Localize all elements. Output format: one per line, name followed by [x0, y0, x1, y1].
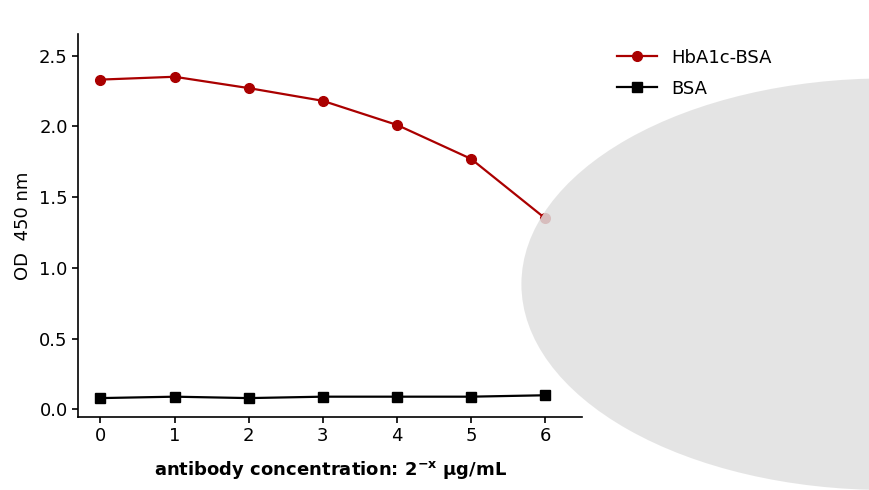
HbA1c-BSA	[540, 216, 550, 221]
BSA	[243, 395, 254, 401]
BSA	[540, 392, 550, 398]
BSA	[96, 395, 106, 401]
HbA1c-BSA	[243, 85, 254, 91]
HbA1c-BSA	[96, 76, 106, 82]
Wedge shape	[521, 78, 869, 490]
BSA	[317, 394, 328, 400]
X-axis label: antibody concentration: $\mathregular{2^{-x}}$ $\mathregular{\mu}$g/mL: antibody concentration: $\mathregular{2^…	[154, 459, 507, 481]
Line: HbA1c-BSA: HbA1c-BSA	[96, 72, 550, 223]
HbA1c-BSA	[466, 156, 476, 162]
HbA1c-BSA	[169, 74, 180, 80]
HbA1c-BSA	[317, 98, 328, 104]
BSA	[466, 394, 476, 400]
Line: BSA: BSA	[96, 391, 550, 403]
Y-axis label: OD  450 nm: OD 450 nm	[14, 171, 32, 280]
BSA	[169, 394, 180, 400]
HbA1c-BSA	[392, 122, 402, 128]
Legend: HbA1c-BSA, BSA: HbA1c-BSA, BSA	[612, 43, 777, 103]
BSA	[392, 394, 402, 400]
